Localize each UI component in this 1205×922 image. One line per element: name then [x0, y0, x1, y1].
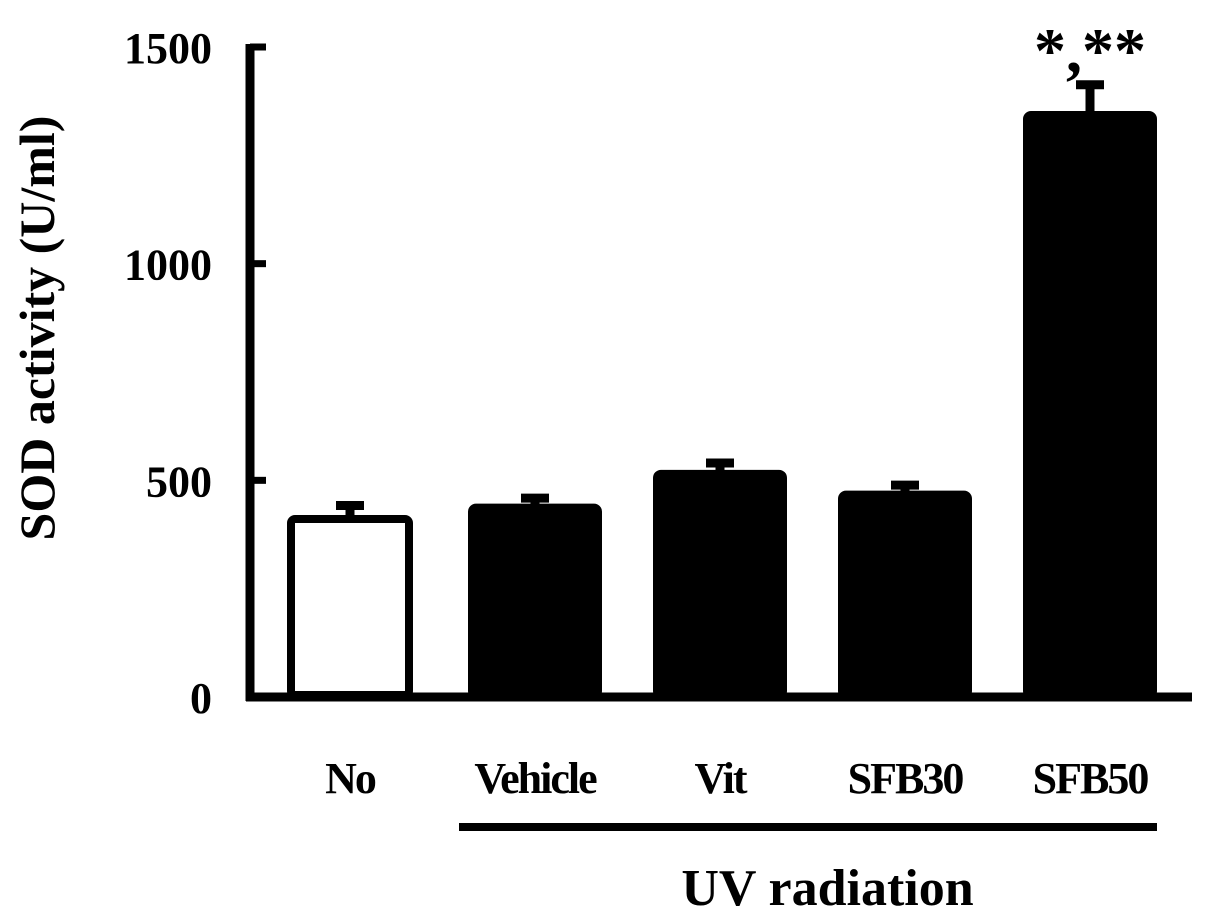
- y-tick-label: 1500: [124, 24, 212, 73]
- bar: [1023, 111, 1157, 700]
- bar: [287, 515, 413, 699]
- y-axis-label: SOD activity (U/ml): [9, 116, 65, 541]
- y-ticks: 0 500 1000 1500: [124, 24, 266, 723]
- x-tick-label: Vit: [694, 754, 747, 803]
- significance-annotation: *,**: [1034, 15, 1146, 86]
- bar: [653, 469, 787, 700]
- y-tick-label: 0: [190, 674, 212, 723]
- y-tick-label: 500: [146, 457, 212, 506]
- annotations: *,**: [1034, 15, 1146, 86]
- group-label: UV radiation: [681, 860, 973, 917]
- bars: [287, 80, 1157, 700]
- x-tick-label: SFB50: [1033, 754, 1149, 803]
- x-tick-labels: No Vehicle Vit SFB30 SFB50: [325, 754, 1150, 803]
- x-tick-label: No: [325, 754, 376, 803]
- y-tick-label: 1000: [124, 241, 212, 290]
- x-tick-label: Vehicle: [474, 754, 597, 803]
- group-bracket: UV radiation: [459, 823, 1157, 917]
- bar: [838, 490, 972, 699]
- x-tick-label: SFB30: [848, 754, 964, 803]
- bar: [468, 503, 602, 699]
